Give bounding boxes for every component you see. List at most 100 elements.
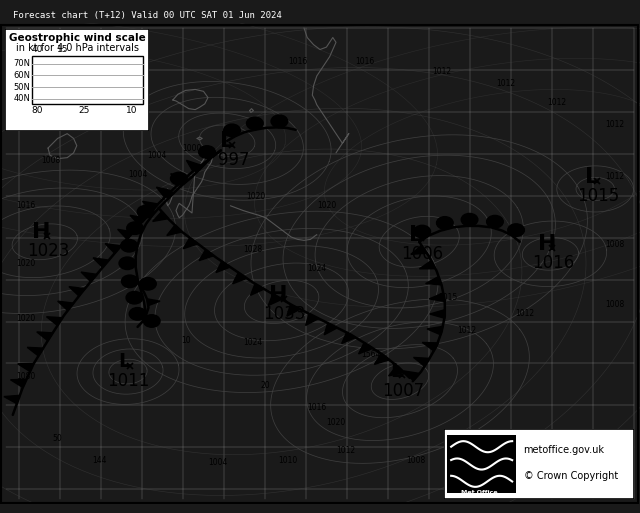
Polygon shape bbox=[4, 396, 20, 404]
Text: H: H bbox=[269, 285, 287, 305]
Polygon shape bbox=[374, 353, 389, 364]
Text: 20: 20 bbox=[260, 382, 271, 390]
Text: 1015: 1015 bbox=[577, 187, 620, 205]
Text: © Crown Copyright: © Crown Copyright bbox=[524, 471, 618, 482]
Polygon shape bbox=[411, 245, 427, 254]
Polygon shape bbox=[216, 261, 230, 272]
Polygon shape bbox=[250, 284, 264, 295]
Text: 1015: 1015 bbox=[438, 292, 458, 302]
Polygon shape bbox=[105, 244, 121, 253]
Circle shape bbox=[126, 291, 143, 304]
Polygon shape bbox=[58, 301, 74, 310]
Polygon shape bbox=[430, 310, 445, 319]
Text: 1008: 1008 bbox=[42, 155, 61, 165]
Circle shape bbox=[129, 308, 146, 320]
Circle shape bbox=[461, 213, 478, 226]
Polygon shape bbox=[324, 323, 337, 335]
Polygon shape bbox=[183, 238, 198, 249]
Text: 1008: 1008 bbox=[605, 240, 624, 249]
Text: 70N: 70N bbox=[14, 60, 31, 68]
Circle shape bbox=[486, 215, 503, 228]
Text: 1006: 1006 bbox=[401, 245, 444, 263]
Circle shape bbox=[224, 124, 241, 136]
Circle shape bbox=[121, 240, 138, 252]
Text: 1564: 1564 bbox=[362, 350, 381, 359]
Text: L: L bbox=[118, 352, 131, 371]
Text: metoffice.gov.uk: metoffice.gov.uk bbox=[524, 445, 605, 455]
Text: 1008: 1008 bbox=[605, 300, 624, 309]
Polygon shape bbox=[28, 347, 44, 356]
Polygon shape bbox=[47, 317, 63, 326]
Text: 1023: 1023 bbox=[27, 243, 69, 261]
Text: 1020: 1020 bbox=[246, 192, 266, 201]
Text: 1000: 1000 bbox=[182, 144, 202, 152]
Polygon shape bbox=[422, 343, 438, 351]
Text: 1033: 1033 bbox=[264, 305, 306, 323]
Text: 1016: 1016 bbox=[355, 57, 374, 66]
Polygon shape bbox=[156, 187, 172, 198]
Text: 1012: 1012 bbox=[515, 309, 534, 319]
Polygon shape bbox=[427, 326, 443, 335]
Polygon shape bbox=[36, 332, 52, 341]
Text: H: H bbox=[33, 222, 51, 242]
Text: 25: 25 bbox=[79, 106, 90, 115]
Polygon shape bbox=[358, 343, 372, 354]
Polygon shape bbox=[189, 164, 202, 172]
Polygon shape bbox=[171, 174, 186, 184]
Polygon shape bbox=[429, 293, 445, 302]
Circle shape bbox=[119, 257, 136, 269]
Text: 10: 10 bbox=[126, 106, 138, 115]
Polygon shape bbox=[419, 261, 435, 269]
Text: 1020: 1020 bbox=[16, 314, 35, 323]
Text: 1004: 1004 bbox=[128, 170, 147, 179]
Text: 1012: 1012 bbox=[496, 78, 515, 88]
Text: 40: 40 bbox=[31, 45, 42, 54]
Polygon shape bbox=[167, 225, 182, 235]
Text: 1008: 1008 bbox=[42, 101, 61, 109]
Text: 60N: 60N bbox=[14, 71, 31, 80]
Polygon shape bbox=[18, 363, 34, 371]
Text: 1012: 1012 bbox=[605, 172, 624, 182]
Circle shape bbox=[198, 146, 215, 158]
Circle shape bbox=[246, 117, 263, 130]
Text: 15: 15 bbox=[57, 45, 68, 54]
Text: in kt for 4.0 hPa intervals: in kt for 4.0 hPa intervals bbox=[15, 43, 139, 52]
Text: 1016: 1016 bbox=[532, 254, 575, 272]
Text: 1012: 1012 bbox=[336, 446, 355, 456]
Polygon shape bbox=[202, 148, 217, 160]
Text: 1016: 1016 bbox=[16, 201, 35, 210]
Polygon shape bbox=[130, 215, 146, 225]
Circle shape bbox=[170, 172, 187, 185]
Bar bbox=[447, 435, 516, 493]
Polygon shape bbox=[268, 294, 282, 306]
Polygon shape bbox=[147, 299, 160, 306]
Text: L: L bbox=[220, 131, 234, 151]
Text: 1024: 1024 bbox=[307, 264, 326, 273]
Polygon shape bbox=[69, 287, 84, 296]
Circle shape bbox=[137, 205, 154, 218]
Polygon shape bbox=[287, 304, 300, 316]
Text: 50N: 50N bbox=[14, 83, 31, 92]
Text: 1080: 1080 bbox=[16, 372, 35, 381]
Circle shape bbox=[508, 224, 524, 236]
Text: 997: 997 bbox=[218, 151, 250, 169]
Bar bbox=[33, 55, 143, 105]
Text: H: H bbox=[538, 234, 556, 254]
Text: 144: 144 bbox=[92, 456, 106, 465]
Text: 1012: 1012 bbox=[605, 120, 624, 129]
Text: Geostrophic wind scale: Geostrophic wind scale bbox=[9, 33, 145, 43]
Text: 40N: 40N bbox=[14, 94, 31, 103]
Text: 1012: 1012 bbox=[458, 326, 477, 335]
Polygon shape bbox=[10, 379, 26, 387]
Text: 1011: 1011 bbox=[107, 372, 149, 390]
Text: 1007: 1007 bbox=[382, 382, 424, 400]
Polygon shape bbox=[413, 358, 429, 366]
Polygon shape bbox=[404, 371, 419, 381]
Polygon shape bbox=[93, 258, 109, 267]
Text: L: L bbox=[390, 362, 403, 381]
Text: 1012: 1012 bbox=[432, 67, 451, 75]
Polygon shape bbox=[118, 229, 133, 239]
Circle shape bbox=[140, 278, 156, 290]
Text: 1024: 1024 bbox=[243, 338, 262, 347]
Polygon shape bbox=[342, 332, 356, 344]
